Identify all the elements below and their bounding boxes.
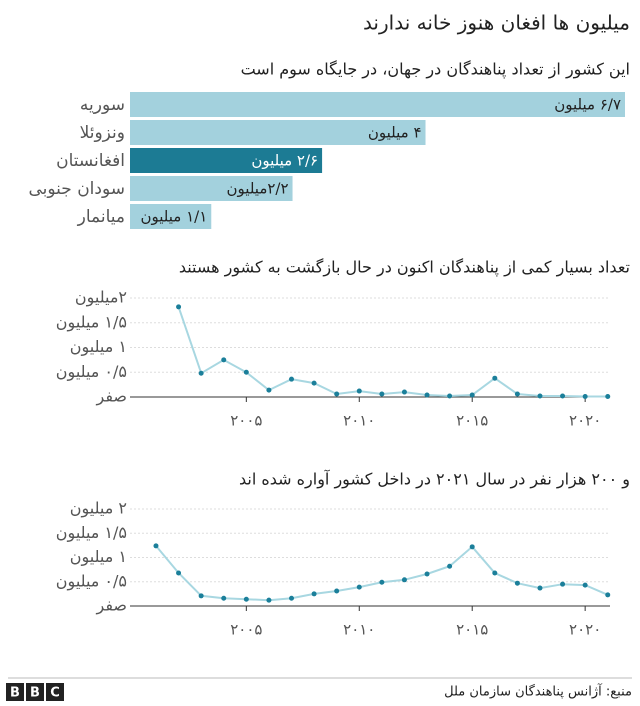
value-label: ۴ میلیون bbox=[368, 124, 422, 142]
category-label: افغانستان bbox=[56, 151, 125, 171]
point bbox=[401, 389, 407, 395]
series-line bbox=[177, 306, 608, 398]
logo-letter: B bbox=[30, 686, 40, 701]
point bbox=[424, 392, 430, 398]
logo-box bbox=[46, 683, 64, 701]
x-tick-label: ۲۰۰۵ bbox=[230, 412, 262, 430]
value-label: ۲/۶ میلیون bbox=[251, 152, 318, 170]
point bbox=[605, 394, 611, 400]
x-tick-label: ۲۰۲۰ bbox=[569, 412, 601, 430]
point bbox=[401, 577, 407, 583]
x-tick-label: ۲۰۱۰ bbox=[343, 621, 375, 639]
logo-box bbox=[6, 683, 24, 701]
logo-box bbox=[26, 683, 44, 701]
y-tick-label: ۱ میلیون bbox=[70, 547, 127, 567]
x-tick-label: ۲۰۲۰ bbox=[569, 621, 601, 639]
point bbox=[447, 563, 453, 569]
point bbox=[537, 393, 543, 399]
point bbox=[266, 387, 272, 393]
point bbox=[560, 581, 566, 587]
y-tick-label: صفر bbox=[95, 596, 127, 616]
point bbox=[356, 388, 362, 394]
bar bbox=[130, 120, 426, 145]
category-label: سوریه bbox=[80, 95, 125, 115]
bar bbox=[130, 148, 323, 173]
value-label: ۲/۲میلیون bbox=[227, 180, 289, 198]
y-tick-label: ۰/۵ میلیون bbox=[56, 362, 127, 382]
point bbox=[379, 579, 385, 585]
point bbox=[334, 588, 340, 594]
logo-letter: C bbox=[50, 686, 60, 701]
point bbox=[514, 580, 520, 586]
point bbox=[289, 376, 295, 382]
x-tick-label: ۲۰۱۵ bbox=[456, 621, 488, 639]
point bbox=[176, 570, 182, 576]
y-tick-label: ۱/۵ میلیون bbox=[56, 312, 127, 332]
category-label: سودان جنوبی bbox=[28, 179, 125, 199]
chart-subtitle: و ۲۰۰ هزار نفر در سال ۲۰۲۱ در داخل کشور … bbox=[239, 470, 630, 490]
y-tick-label: ۲ میلیون bbox=[70, 499, 127, 519]
value-label: ۶/۷ میلیون bbox=[554, 96, 621, 114]
y-tick-label: ۲میلیون bbox=[75, 288, 127, 308]
point bbox=[447, 393, 453, 399]
x-tick-label: ۲۰۰۵ bbox=[230, 621, 262, 639]
bar bbox=[130, 92, 625, 117]
source: منبع: آژانس پناهندگان سازمان ملل bbox=[444, 683, 632, 700]
point bbox=[537, 585, 543, 591]
point bbox=[582, 582, 588, 588]
point bbox=[469, 544, 475, 550]
point bbox=[379, 391, 385, 397]
point bbox=[560, 393, 566, 399]
point bbox=[605, 592, 611, 598]
point bbox=[469, 392, 475, 398]
page-title: میلیون ها افغان هنوز خانه ندارند bbox=[363, 11, 630, 35]
bar bbox=[130, 176, 293, 201]
y-tick-label: ۱ میلیون bbox=[70, 337, 127, 357]
point bbox=[311, 591, 317, 597]
series-line bbox=[155, 545, 609, 602]
point bbox=[424, 571, 430, 577]
point bbox=[198, 593, 204, 599]
point bbox=[221, 357, 227, 363]
chart-subtitle: این کشور از تعداد پناهندگان در جهان، در … bbox=[241, 60, 630, 80]
point bbox=[176, 304, 182, 310]
point bbox=[514, 391, 520, 397]
x-tick-label: ۲۰۱۵ bbox=[456, 412, 488, 430]
chart-subtitle: تعداد بسیار کمی از پناهندگان اکنون در حا… bbox=[179, 258, 630, 278]
logo-letter: B bbox=[10, 686, 20, 701]
point bbox=[582, 394, 588, 400]
y-tick-label: ۰/۵ میلیون bbox=[56, 571, 127, 591]
point bbox=[334, 391, 340, 397]
point bbox=[243, 596, 249, 602]
value-label: ۱/۱ میلیون bbox=[141, 208, 208, 226]
point bbox=[153, 543, 159, 549]
point bbox=[266, 597, 272, 603]
y-tick-label: ۱/۵ میلیون bbox=[56, 523, 127, 543]
x-tick-label: ۲۰۱۰ bbox=[343, 412, 375, 430]
point bbox=[311, 380, 317, 386]
point bbox=[198, 370, 204, 376]
bar bbox=[130, 204, 212, 229]
point bbox=[356, 584, 362, 590]
category-label: ونزوئلا bbox=[80, 123, 125, 143]
point bbox=[289, 595, 295, 601]
point bbox=[221, 595, 227, 601]
y-tick-label: صفر bbox=[95, 387, 127, 407]
point bbox=[492, 375, 498, 381]
point bbox=[492, 570, 498, 576]
category-label: میانمار bbox=[77, 207, 125, 227]
point bbox=[243, 369, 249, 375]
